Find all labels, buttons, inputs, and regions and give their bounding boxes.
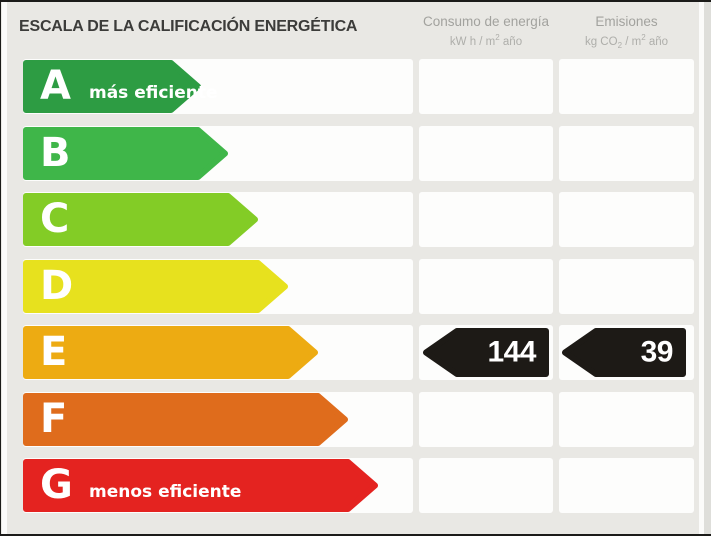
consumo-value-arrow: 144 xyxy=(423,328,549,377)
rating-letter-f: F xyxy=(40,395,68,442)
consumo-unit-sup: 2 xyxy=(495,33,500,42)
column-header-consumo-unit: kW h / m2 año xyxy=(419,30,553,50)
consumo-value: 144 xyxy=(487,334,536,368)
rating-arrow-e: E xyxy=(23,326,318,379)
emisiones-unit-sub: 2 xyxy=(617,41,623,51)
rating-row-c: C xyxy=(1,192,711,247)
emisiones-cell-a xyxy=(559,59,694,114)
rating-arrow-b: B xyxy=(23,127,228,180)
rating-arrow-d: D xyxy=(23,260,288,313)
consumo-cell-d xyxy=(419,259,553,314)
rating-row-f: F xyxy=(1,392,711,447)
emisiones-value: 39 xyxy=(640,334,674,368)
rating-row-b: B xyxy=(1,126,711,181)
emisiones-cell-g xyxy=(559,458,694,513)
rating-letter-b: B xyxy=(40,129,71,176)
rating-arrow-shape xyxy=(23,326,318,379)
rating-arrow-shape xyxy=(23,393,348,446)
column-header-consumo-name: Consumo de energía xyxy=(422,14,550,29)
rating-arrow-shape xyxy=(23,127,228,180)
rating-arrow-c: C xyxy=(23,193,258,246)
rating-annotation-a: más eficiente xyxy=(89,83,218,103)
emisiones-value-arrow: 39 xyxy=(562,328,686,377)
rating-arrow-shape xyxy=(23,260,288,313)
emisiones-cell-b xyxy=(559,126,694,181)
rating-annotation-g: menos eficiente xyxy=(89,482,242,502)
consumo-unit-text: kW h / m xyxy=(449,35,496,48)
consumo-cell-c xyxy=(419,192,553,247)
page-edge-right xyxy=(699,2,704,534)
column-header-emisiones-unit: kg CO2 / m2 año xyxy=(559,30,694,53)
value-arrow-shape xyxy=(423,328,549,377)
rating-arrow-shape xyxy=(23,60,201,113)
emisiones-unit-mid: / m xyxy=(622,35,642,48)
rating-arrow-shape xyxy=(23,459,378,512)
column-header-emisiones-name: Emisiones xyxy=(595,14,658,29)
page-edge-left xyxy=(2,2,7,534)
consumo-cell-b xyxy=(419,126,553,181)
consumo-cell-g xyxy=(419,458,553,513)
page-edge-shade xyxy=(704,2,711,534)
emisiones-unit-text: kg CO xyxy=(584,35,618,48)
consumo-cell-f xyxy=(419,392,553,447)
value-arrow-shape xyxy=(562,328,686,377)
column-header-emisiones: Emisiones kg CO2 / m2 año xyxy=(559,13,694,53)
emisiones-unit-suffix: año xyxy=(645,35,669,48)
consumo-unit-suffix: año xyxy=(499,35,523,48)
rating-row-d: D xyxy=(1,259,711,314)
rating-letter-g: G xyxy=(40,461,73,508)
rating-letter-c: C xyxy=(40,195,70,242)
emisiones-unit-sup: 2 xyxy=(641,33,646,42)
rating-letter-d: D xyxy=(40,262,74,309)
emisiones-cell-c xyxy=(559,192,694,247)
emisiones-cell-f xyxy=(559,392,694,447)
emisiones-cell-d xyxy=(559,259,694,314)
rating-row-e: E 144 39 xyxy=(1,325,711,380)
rating-arrow-shape xyxy=(23,193,258,246)
page-title: ESCALA DE LA CALIFICACIÓN ENERGÉTICA xyxy=(19,18,358,35)
rating-arrow-f: F xyxy=(23,393,348,446)
column-header-consumo: Consumo de energía kW h / m2 año xyxy=(419,13,553,50)
consumo-cell-a xyxy=(419,59,553,114)
emisiones-cell-e: 39 xyxy=(559,325,694,380)
consumo-cell-e: 144 xyxy=(419,325,553,380)
rating-letter-e: E xyxy=(40,328,68,375)
rating-letter-a: A xyxy=(40,62,71,109)
